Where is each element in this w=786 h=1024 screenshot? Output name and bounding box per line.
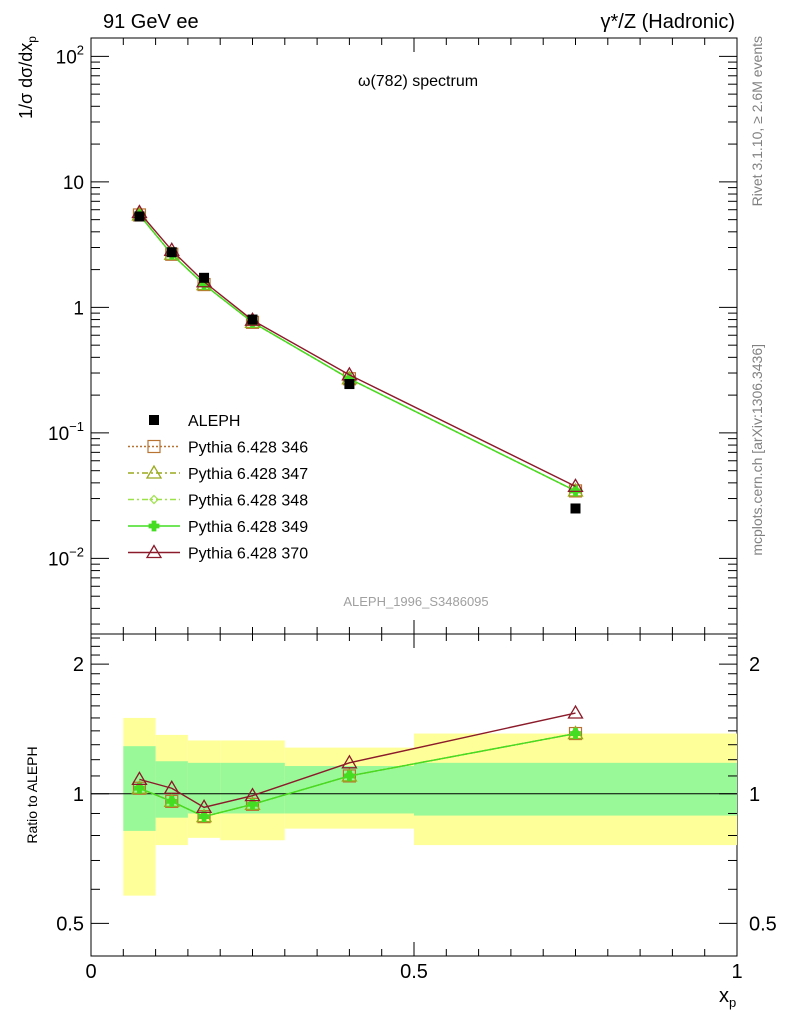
header-right: γ*/Z (Hadronic) — [601, 11, 735, 33]
legend-marker-4 — [145, 544, 163, 559]
main-series-layer — [131, 204, 584, 514]
data-point — [166, 247, 177, 258]
y-tick-label: 102 — [56, 42, 84, 68]
ratio-series-layer — [131, 704, 584, 824]
data-point — [134, 211, 145, 222]
ratio-series-line-4 — [139, 712, 576, 809]
ratio-series-point-4 — [131, 771, 148, 786]
ratio-series-point-4 — [244, 787, 261, 802]
ratio-series-point-4 — [195, 799, 213, 813]
ratio-series-point-3 — [247, 798, 258, 810]
axis-ticks — [90, 38, 738, 956]
ratio-series-point-3 — [344, 770, 355, 782]
x-axis-label: xp — [719, 985, 736, 1010]
legend-label-3: Pythia 6.428 349 — [188, 519, 308, 536]
analysis-id: ALEPH_1996_S3486095 — [343, 594, 488, 609]
ratio-series-point-4 — [163, 779, 180, 794]
y-axis-label-main: 1/σ dσ/dx — [16, 43, 36, 119]
legend-marker-data — [149, 415, 159, 425]
y-tick-label: 10−2 — [48, 544, 84, 570]
y-tick-label-base: 10 — [48, 549, 69, 570]
x-tick-label: 0 — [85, 961, 96, 983]
ratio-series-point-3 — [166, 796, 178, 807]
ratio-y-tick-label-right: 1 — [749, 784, 760, 806]
ratio-series-point-3 — [134, 782, 145, 794]
ratio-y-tick-label-right: 0.5 — [749, 913, 777, 935]
x-tick-label: 0.5 — [400, 961, 428, 983]
ratio-y-tick-label-left: 1 — [73, 784, 84, 806]
legend-label-1: Pythia 6.428 347 — [188, 466, 308, 483]
y-tick-label-exp: −2 — [69, 544, 84, 559]
ratio-uncertainty-bands — [91, 717, 737, 896]
legend-marker-3 — [148, 520, 160, 532]
series-line-4 — [138, 212, 576, 488]
y-axis-label: 1/σ dσ/dxp — [16, 36, 39, 119]
legend-marker-0 — [147, 439, 161, 454]
data-point — [247, 314, 258, 325]
series-line-3 — [138, 214, 576, 492]
legend-label-4: Pythia 6.428 370 — [188, 546, 308, 563]
ratio-series-point-4 — [567, 704, 584, 719]
data-point — [344, 379, 355, 390]
ratio-series-point-4 — [341, 754, 358, 769]
ratio-y-axis-label: Ratio to ALEPH — [24, 746, 40, 843]
data-point — [199, 272, 210, 283]
rivet-label: Rivet 3.1.10, ≥ 2.6M events — [749, 36, 765, 206]
legend-marker-1 — [145, 464, 163, 479]
data-point — [570, 503, 581, 514]
y-tick-label: 1 — [73, 298, 84, 319]
x-axis-label-main: x — [719, 985, 729, 1007]
legend-label-2: Pythia 6.428 348 — [188, 493, 308, 510]
header-left: 91 GeV ee — [103, 11, 199, 33]
y-tick-label: 10 — [63, 173, 84, 194]
ratio-band-inner-2 — [187, 762, 221, 814]
ratio-band-inner-1 — [155, 761, 188, 818]
legend-label-0: Pythia 6.428 346 — [188, 440, 308, 457]
legend: ALEPH Pythia 6.428 346 Pythia 6.428 347 Pyt… — [128, 413, 308, 563]
x-axis-label-sub: p — [729, 995, 736, 1010]
chart-title: ω(782) spectrum — [358, 73, 478, 90]
ratio-y-tick-label-left: 0.5 — [56, 913, 84, 935]
ratio-y-tick-label-right: 2 — [749, 654, 760, 676]
y-axis-label-sub: p — [25, 36, 39, 43]
mcplots-label: mcplots.cern.ch [arXiv:1306.3436] — [749, 344, 765, 556]
legend-label-data: ALEPH — [188, 413, 240, 430]
ratio-series-point-3 — [570, 728, 581, 739]
ratio-band-inner-5 — [414, 762, 737, 816]
series-point-4 — [567, 478, 584, 493]
ratio-y-tick-label-left: 2 — [73, 654, 84, 676]
legend-marker-2 — [149, 494, 159, 505]
x-tick-label: 1 — [731, 961, 742, 983]
y-tick-label-base: 10 — [56, 47, 77, 68]
y-tick-label-base: 10 — [48, 424, 69, 445]
y-tick-label-exp: −1 — [69, 419, 84, 434]
ratio-series-point-3 — [198, 811, 210, 823]
y-tick-label: 10−1 — [48, 419, 84, 445]
y-tick-label-exp: 2 — [77, 42, 84, 57]
